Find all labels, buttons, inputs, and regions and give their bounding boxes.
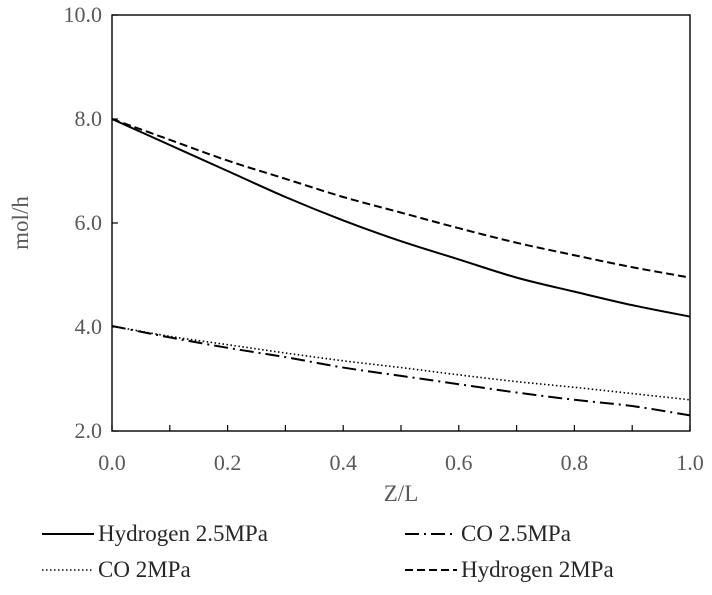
legend-label: CO 2.5MPa: [461, 521, 571, 546]
legend-label: CO 2MPa: [98, 557, 191, 582]
x-tick-label: 0.4: [329, 450, 357, 475]
x-tick-label: 0.6: [445, 450, 473, 475]
plot-frame: [111, 14, 691, 432]
legend-label: Hydrogen 2MPa: [461, 557, 614, 582]
x-tick-label: 1.0: [676, 450, 704, 475]
y-tick-label: 6.0: [75, 210, 103, 235]
y-tick-label: 8.0: [75, 106, 103, 131]
x-tick-label: 0.0: [98, 450, 126, 475]
series-line-co-2-5mpa: [111, 324, 691, 417]
series-line-hydrogen-2-5mpa: [111, 118, 691, 318]
x-tick-label: 0.8: [561, 450, 589, 475]
series-line-hydrogen-2mpa: [111, 118, 691, 279]
y-axis-title: mol/h: [8, 196, 33, 250]
y-axis: 2.0 4.0 6.0 8.0 10.0: [64, 2, 118, 443]
series-line-co-2mpa: [111, 325, 691, 401]
y-tick-label: 10.0: [64, 2, 103, 27]
y-tick-label: 4.0: [75, 314, 103, 339]
x-axis: 0.0 0.2 0.4 0.6 0.8 1.0: [98, 425, 704, 475]
series-lines: [111, 118, 691, 417]
x-axis-title: Z/L: [384, 481, 419, 506]
x-tick-label: 0.2: [214, 450, 242, 475]
y-tick-label: 2.0: [75, 418, 103, 443]
legend: Hydrogen 2.5MPa CO 2.5MPa CO 2MPa Hydrogen …: [42, 521, 614, 582]
legend-label: Hydrogen 2.5MPa: [98, 521, 268, 546]
